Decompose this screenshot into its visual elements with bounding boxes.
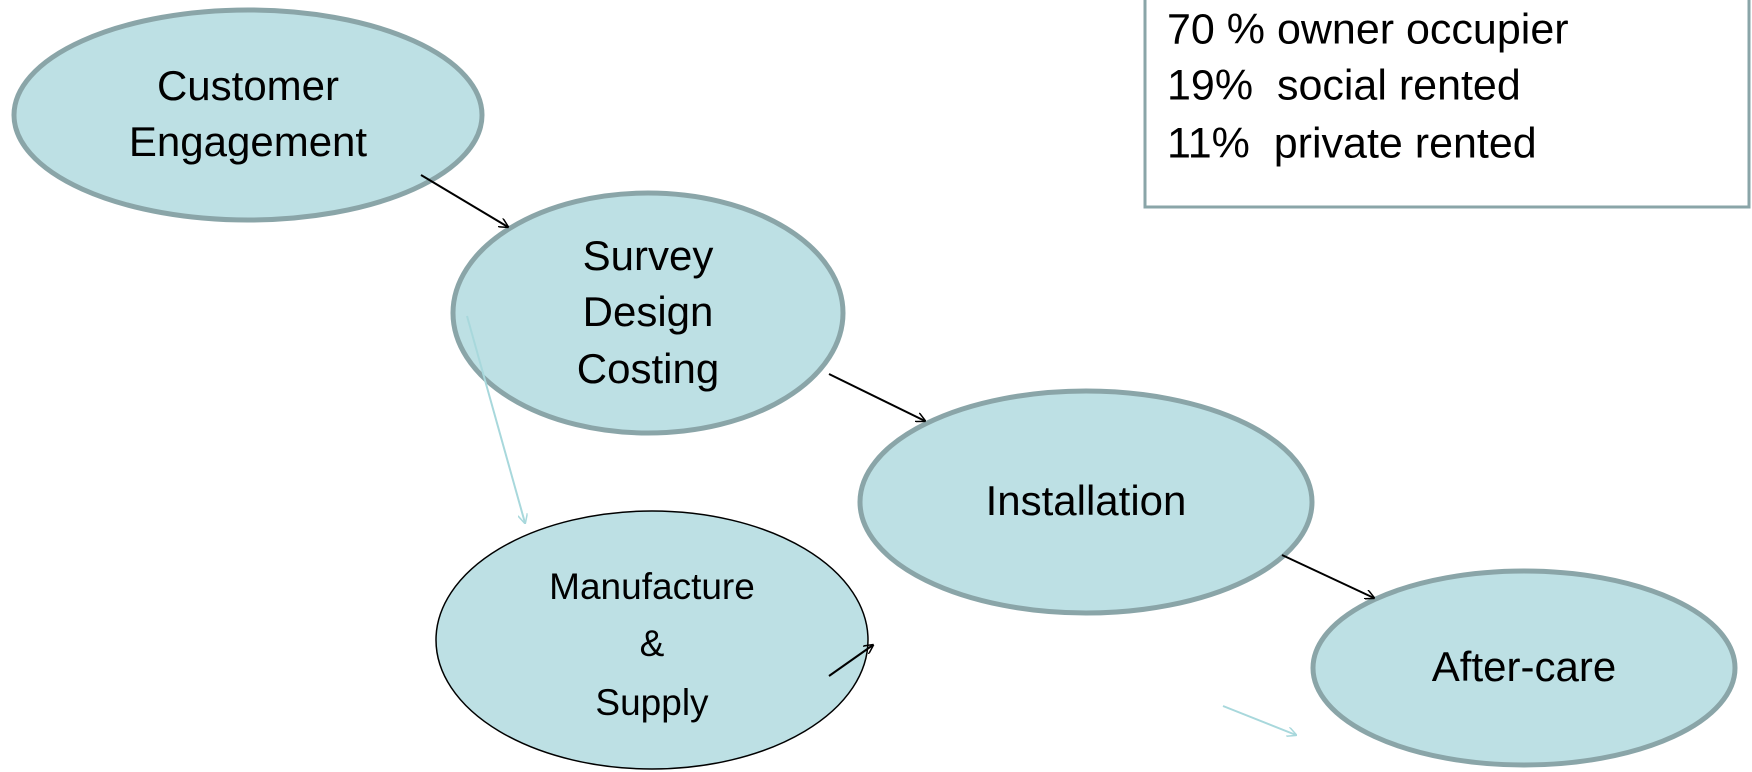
arrow [420, 174, 508, 227]
node-label: After-care [1432, 643, 1616, 690]
box-line: 70 % owner occupier [1167, 5, 1569, 53]
node [857, 388, 1315, 616]
arrow [466, 315, 525, 523]
node-label: & [640, 623, 665, 664]
arrow [828, 645, 873, 677]
node-label: Costing [577, 345, 719, 392]
arrow [1281, 554, 1374, 598]
node-label: Manufacture [549, 566, 755, 607]
node-label: Customer [157, 62, 339, 109]
box-line: 19% social rented [1167, 61, 1521, 109]
box-frame [1143, 0, 1751, 209]
node [450, 190, 846, 436]
node-label: Survey [583, 232, 714, 279]
node-label: Engagement [129, 118, 368, 165]
arrow [1222, 705, 1296, 735]
node [1310, 568, 1738, 768]
tenure-box: 70 % owner occupier 19% social rented 11… [1143, 0, 1751, 209]
arrow [828, 373, 925, 421]
node-label: Installation [986, 477, 1187, 524]
box-line: 11% private rented [1167, 119, 1537, 167]
node [11, 7, 485, 223]
node-label: Supply [595, 682, 709, 723]
node [435, 510, 869, 770]
node-label: Design [583, 288, 714, 335]
